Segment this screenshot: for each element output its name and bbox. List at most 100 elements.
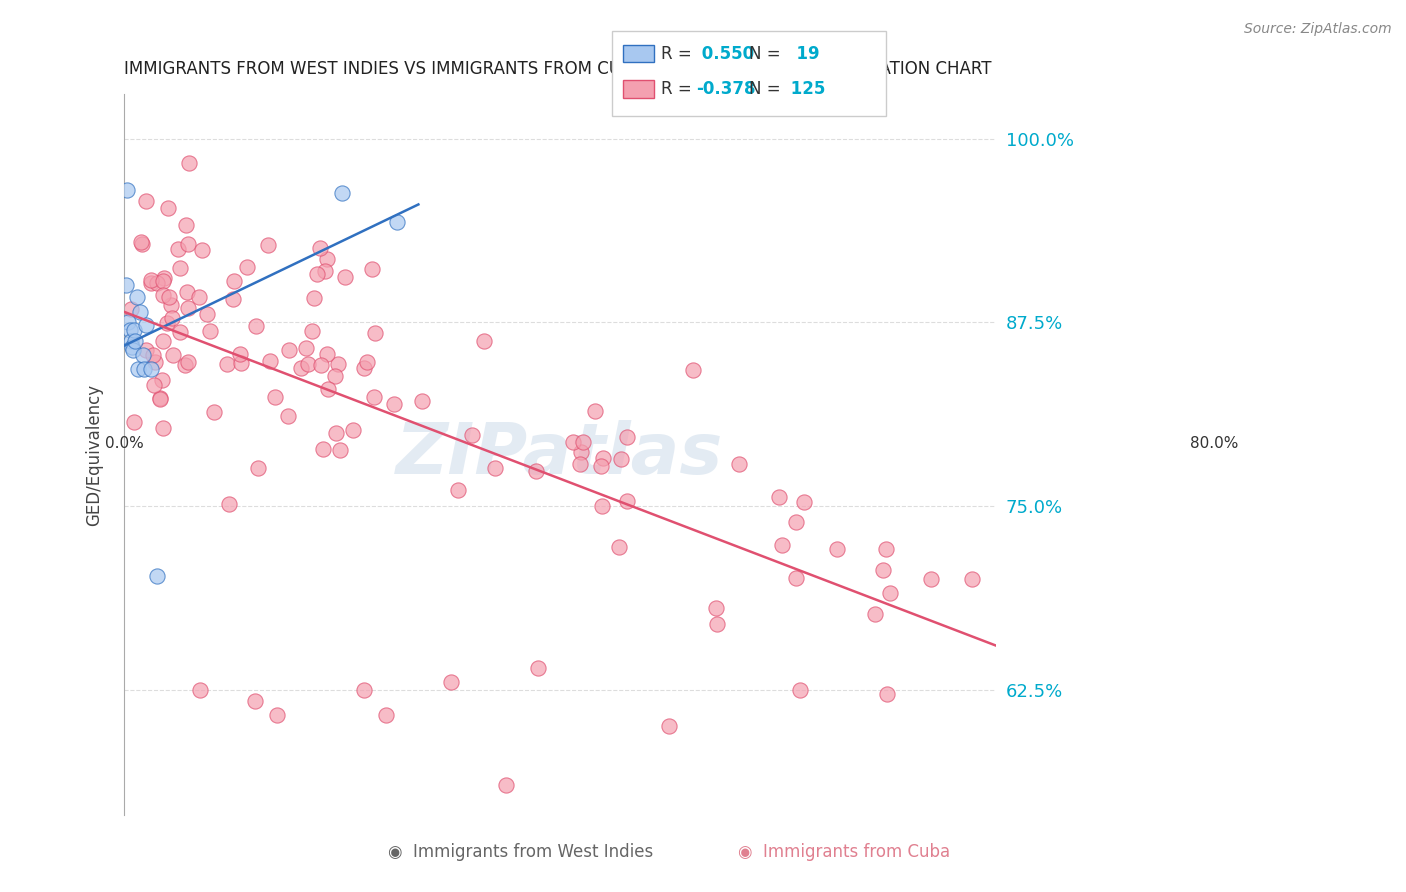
- Point: [131, 237, 153, 252]
- Point: [330, 186, 353, 200]
- Point: [326, 357, 349, 371]
- Point: [484, 461, 506, 475]
- Point: [785, 571, 807, 585]
- Point: [142, 349, 165, 363]
- Point: [129, 305, 152, 319]
- Point: [316, 382, 339, 396]
- Point: [167, 242, 190, 256]
- Point: [335, 270, 357, 285]
- Point: [139, 277, 162, 291]
- Point: [149, 391, 172, 405]
- Point: [920, 572, 942, 586]
- Point: [382, 397, 405, 411]
- Y-axis label: GED/Equivalency: GED/Equivalency: [86, 384, 103, 525]
- Text: 0.550: 0.550: [696, 45, 754, 62]
- Text: N =: N =: [749, 45, 786, 62]
- Point: [571, 434, 593, 449]
- Point: [364, 326, 387, 340]
- Point: [770, 538, 793, 552]
- Point: [312, 442, 335, 457]
- Text: ◉  Immigrants from Cuba: ◉ Immigrants from Cuba: [738, 843, 949, 861]
- Point: [135, 194, 157, 208]
- Point: [583, 404, 606, 418]
- Point: [353, 361, 375, 376]
- Point: [472, 334, 495, 348]
- Point: [229, 355, 252, 369]
- Point: [122, 322, 145, 336]
- Point: [246, 461, 269, 475]
- Point: [120, 301, 142, 316]
- Point: [160, 298, 183, 312]
- Point: [266, 707, 288, 722]
- Point: [256, 237, 278, 252]
- Text: R =: R =: [661, 45, 697, 62]
- Point: [228, 347, 250, 361]
- Point: [146, 569, 169, 583]
- Point: [323, 369, 346, 384]
- Point: [793, 495, 815, 509]
- Point: [356, 355, 378, 369]
- Point: [527, 660, 550, 674]
- Text: Source: ZipAtlas.com: Source: ZipAtlas.com: [1244, 22, 1392, 37]
- Point: [789, 682, 811, 697]
- Point: [440, 675, 463, 690]
- Point: [202, 405, 225, 419]
- Point: [569, 445, 592, 459]
- Point: [259, 354, 281, 368]
- Point: [768, 490, 790, 504]
- Point: [127, 290, 149, 304]
- Text: 125: 125: [785, 80, 825, 98]
- Point: [304, 291, 326, 305]
- Point: [141, 273, 163, 287]
- Text: IMMIGRANTS FROM WEST INDIES VS IMMIGRANTS FROM CUBA GED/EQUIVALENCY CORRELATION : IMMIGRANTS FROM WEST INDIES VS IMMIGRANT…: [124, 60, 991, 78]
- Point: [591, 499, 613, 513]
- Point: [263, 390, 285, 404]
- Point: [177, 354, 200, 368]
- Point: [325, 425, 347, 440]
- Text: -0.378: -0.378: [696, 80, 755, 98]
- Point: [879, 586, 901, 600]
- Point: [195, 307, 218, 321]
- Point: [876, 687, 898, 701]
- Point: [447, 483, 470, 497]
- Point: [124, 334, 146, 349]
- Point: [132, 362, 155, 376]
- Text: 80.0%: 80.0%: [1189, 436, 1239, 451]
- Point: [329, 442, 352, 457]
- Point: [157, 201, 180, 215]
- Point: [311, 358, 333, 372]
- Text: ◉  Immigrants from West Indies: ◉ Immigrants from West Indies: [388, 843, 652, 861]
- Point: [295, 341, 318, 355]
- Point: [245, 319, 267, 334]
- Point: [215, 357, 238, 371]
- Point: [277, 409, 299, 424]
- Point: [191, 244, 214, 258]
- Point: [152, 274, 174, 288]
- Point: [307, 267, 329, 281]
- Point: [290, 361, 312, 376]
- Point: [146, 276, 169, 290]
- Point: [591, 459, 613, 474]
- Point: [316, 346, 339, 360]
- Point: [118, 322, 141, 336]
- Point: [243, 694, 266, 708]
- Point: [115, 278, 138, 293]
- Text: ZIPatlas: ZIPatlas: [396, 420, 724, 489]
- Point: [301, 324, 323, 338]
- Point: [135, 318, 157, 333]
- Point: [141, 362, 163, 376]
- Point: [135, 343, 157, 358]
- Point: [658, 719, 681, 733]
- Point: [152, 334, 174, 349]
- Text: R =: R =: [661, 80, 697, 98]
- Point: [129, 235, 152, 249]
- Point: [169, 326, 191, 340]
- Point: [162, 348, 184, 362]
- Point: [865, 607, 887, 621]
- Point: [150, 373, 173, 387]
- Point: [174, 218, 197, 232]
- Point: [360, 262, 382, 277]
- Point: [411, 394, 433, 409]
- Point: [120, 334, 142, 349]
- Point: [297, 357, 319, 371]
